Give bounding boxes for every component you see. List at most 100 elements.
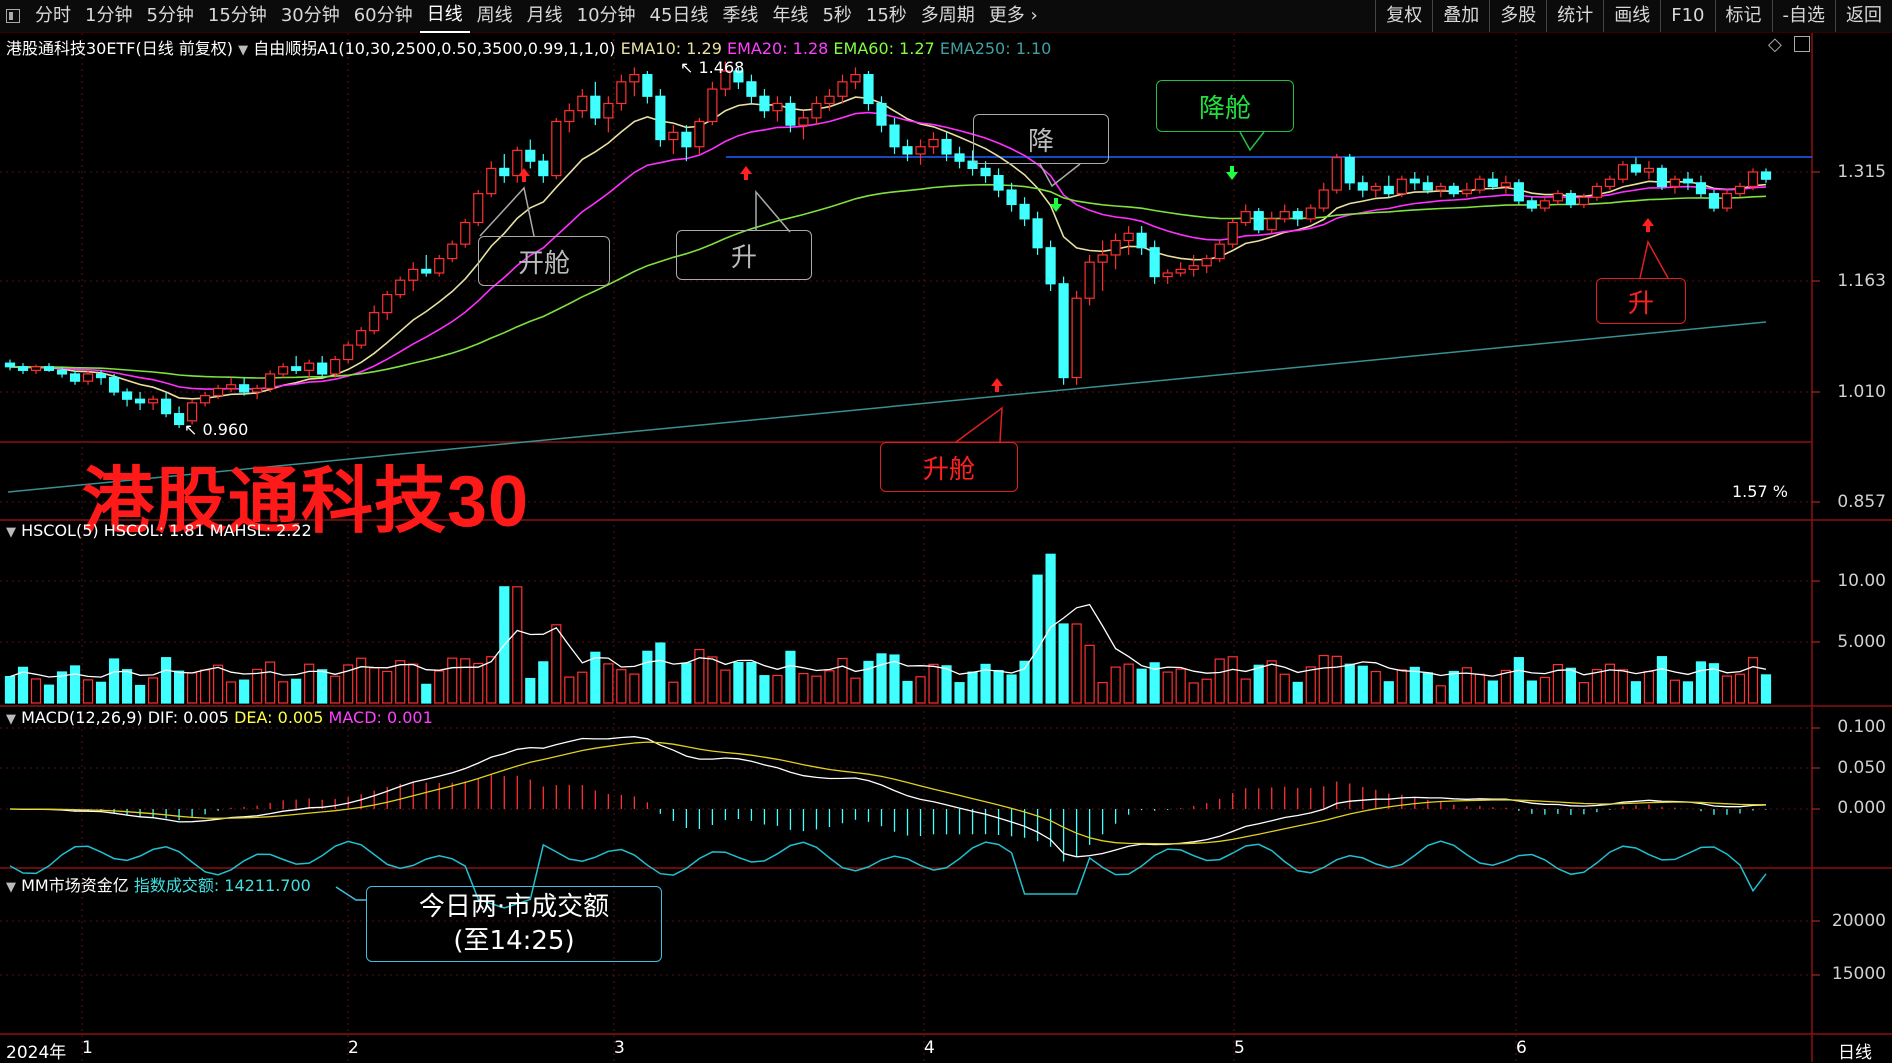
dropdown-icon[interactable]: ▼ [6, 712, 16, 727]
toolbar-button-7[interactable]: -自选 [1771, 0, 1836, 32]
period-tab-5[interactable]: 60分钟 [353, 5, 413, 26]
x-month-4: 4 [924, 1038, 935, 1058]
volume-bar [642, 650, 653, 704]
dropdown-icon[interactable]: ▼ [6, 525, 16, 540]
period-tab-12[interactable]: 年线 [772, 5, 809, 26]
volume-bar [746, 662, 757, 704]
candle-body [1019, 203, 1030, 220]
candle-body [1370, 185, 1381, 191]
volume-bar [1487, 680, 1498, 704]
volume-bar [785, 650, 796, 704]
candle-body [486, 167, 497, 195]
toolbar-button-4[interactable]: 画线 [1603, 0, 1660, 32]
ema20-line [9, 111, 1767, 390]
candle-body [590, 95, 601, 119]
candle-body [187, 402, 198, 422]
toolbar-button-0[interactable]: 复权 [1375, 0, 1432, 32]
volume-bar [1422, 672, 1433, 704]
x-period-label[interactable]: 日线 [1838, 1043, 1872, 1063]
candle-body [1695, 182, 1707, 195]
toolbar-button-8[interactable]: 返回 [1835, 0, 1892, 32]
candle-body [95, 373, 107, 379]
candle-body [707, 88, 718, 123]
dropdown-icon[interactable]: ▼ [6, 880, 16, 895]
diamond-icon[interactable]: ◇ [1768, 34, 1782, 55]
volume-bar [1461, 667, 1472, 704]
ema250-value: EMA250: 1.10 [939, 39, 1052, 58]
volume-bar [525, 677, 536, 704]
period-tab-10[interactable]: 45日线 [649, 5, 709, 26]
volume-bar [1214, 658, 1225, 704]
candle-body [395, 279, 406, 296]
toolbar-button-1[interactable]: 叠加 [1432, 0, 1489, 32]
period-tab-3[interactable]: 15分钟 [207, 5, 267, 26]
volume-bar [1760, 674, 1772, 704]
volume-bar [980, 663, 991, 704]
candle-body [200, 395, 211, 404]
volume-bar [1240, 678, 1251, 704]
candle-body [1643, 167, 1655, 173]
candle-body [43, 366, 55, 371]
volume-bar [1097, 681, 1108, 704]
volume-bar [1552, 663, 1563, 704]
candle-body [1162, 272, 1173, 278]
buy-arrow-1 [518, 168, 530, 182]
candle-body [1201, 257, 1212, 267]
volume-bar [850, 677, 861, 704]
volume-bar [668, 681, 679, 704]
volume-bar [1227, 656, 1238, 704]
period-tab-1[interactable]: 1分钟 [85, 5, 133, 26]
volume-bar [408, 663, 419, 704]
dropdown-icon[interactable]: ▼ [238, 43, 249, 58]
window-menu-icon[interactable] [6, 9, 20, 23]
candle-body [551, 120, 562, 177]
candle-body [382, 294, 393, 314]
candle-body [850, 74, 861, 83]
volume-bar [1123, 663, 1134, 704]
toolbar-button-3[interactable]: 统计 [1546, 0, 1603, 32]
period-tab-4[interactable]: 30分钟 [280, 5, 340, 26]
sheng-bubble-2: 升 [1596, 278, 1686, 324]
panel-toggle-icon[interactable] [1794, 36, 1810, 52]
period-tab-0[interactable]: 分时 [35, 5, 71, 26]
macd-label-1: 0.100 [1837, 717, 1886, 737]
candle-body [30, 366, 42, 371]
volume-bar [811, 675, 822, 704]
period-tab-15[interactable]: 多周期 [920, 5, 975, 26]
volume-bar [1539, 676, 1550, 704]
period-tab-7[interactable]: 周线 [476, 5, 513, 26]
volume-bar [304, 663, 315, 704]
candle-body [356, 330, 367, 346]
toolbar-button-6[interactable]: 标记 [1714, 0, 1772, 32]
candle-body [291, 366, 302, 371]
volume-bar [160, 657, 172, 704]
volume-bar [278, 681, 289, 704]
volume-bar [1006, 674, 1017, 704]
volume-bar [1253, 664, 1264, 704]
toolbar-button-5[interactable]: F10 [1660, 0, 1714, 32]
period-tab-2[interactable]: 5分钟 [146, 5, 194, 26]
candle-body [538, 160, 549, 177]
period-tab-16[interactable]: 更多 › [988, 5, 1038, 26]
toolbar-button-2[interactable]: 多股 [1489, 0, 1546, 32]
volume-bar [226, 681, 237, 704]
period-tab-6[interactable]: 日线 [419, 0, 470, 33]
stock-chart[interactable] [0, 33, 1892, 1062]
candle-body [928, 138, 939, 148]
candle-body [1331, 156, 1342, 191]
volume-bar [1565, 667, 1576, 704]
volume-bar [616, 669, 627, 704]
period-tab-11[interactable]: 季线 [722, 5, 759, 26]
x-year-label: 2024年 [6, 1043, 67, 1063]
volume-bar [1292, 681, 1303, 704]
period-tab-8[interactable]: 月线 [526, 5, 563, 26]
period-tab-9[interactable]: 10分钟 [576, 5, 636, 26]
volume-bar [1331, 655, 1342, 704]
candle-body [967, 160, 978, 169]
period-tab-13[interactable]: 5秒 [822, 5, 852, 26]
macd-legend: ▼ MACD(12,26,9) DIF: 0.005 DEA: 0.005 MA… [6, 708, 433, 727]
period-tab-14[interactable]: 15秒 [865, 5, 907, 26]
candle-body [1123, 232, 1134, 242]
volume-bar [1344, 663, 1355, 704]
volume-bar [1682, 681, 1694, 704]
